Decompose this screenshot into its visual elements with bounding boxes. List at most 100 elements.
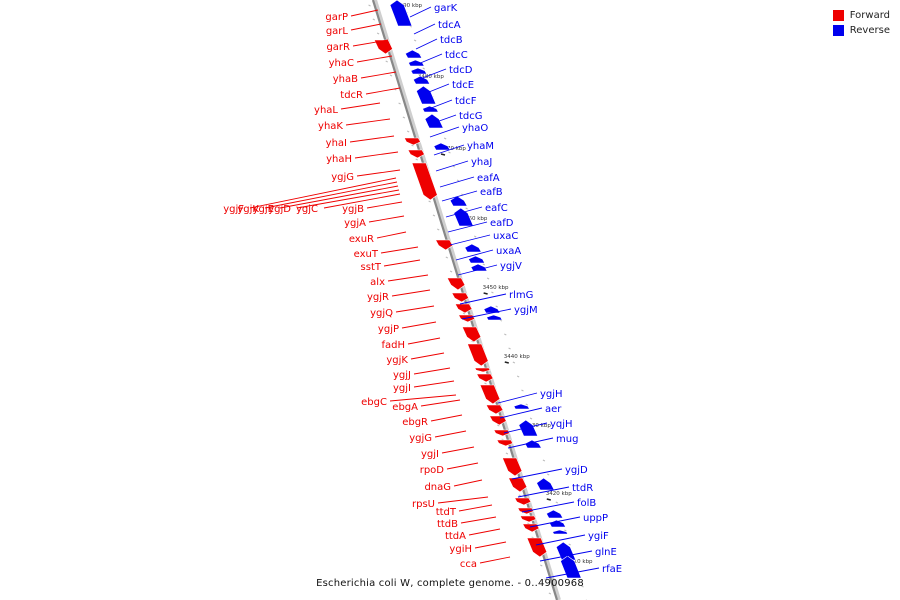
reverse-gene-connector (427, 114, 457, 126)
forward-gene-label: yhaL (314, 105, 338, 116)
minor-tick (564, 529, 567, 532)
reverse-gene-connector (517, 486, 570, 498)
forward-gene-block (451, 292, 470, 303)
minor-tick (443, 137, 447, 140)
forward-gene-label: garL (326, 26, 349, 37)
forward-gene-connector (458, 504, 493, 512)
forward-gene-block (508, 477, 528, 493)
forward-gene-label: ygjQ (370, 308, 393, 319)
minor-tick (368, 4, 371, 7)
minor-tick (456, 179, 460, 182)
reverse-gene-label: folB (577, 498, 596, 509)
forward-gene-connector (376, 231, 407, 239)
reverse-gene-connector (429, 126, 460, 138)
minor-tick (402, 116, 406, 119)
forward-gene-connector (383, 259, 421, 267)
ruler-label: 3450 kbp (483, 285, 509, 291)
minor-tick (474, 235, 477, 238)
forward-gene-connector (437, 496, 489, 504)
forward-gene-connector (350, 23, 382, 31)
reverse-gene-connector (455, 249, 494, 261)
reverse-gene-block (545, 509, 564, 519)
minor-tick (497, 424, 500, 427)
reverse-gene-connector (441, 190, 478, 202)
minor-tick (542, 459, 546, 462)
forward-gene-label: ttdT (436, 507, 457, 518)
reverse-gene-connector (511, 468, 563, 480)
reverse-gene-connector (497, 392, 538, 404)
forward-gene-block (526, 537, 548, 558)
reverse-gene-connector (445, 206, 483, 218)
forward-gene-label: tdcR (340, 90, 363, 101)
forward-gene-block (411, 162, 438, 201)
reverse-gene-connector (425, 99, 453, 111)
forward-gene-connector (479, 556, 511, 564)
reverse-gene-label: uxaA (496, 246, 521, 257)
forward-gene-label: ygjB (342, 204, 364, 215)
reverse-gene-block (453, 207, 474, 227)
reverse-gene-connector (535, 534, 586, 546)
reverse-gene-connector (507, 437, 554, 449)
minor-tick (518, 494, 522, 497)
reverse-gene-block (513, 403, 530, 410)
forward-gene-label: garP (325, 12, 348, 23)
minor-tick (462, 312, 466, 315)
forward-gene-label: ebgR (402, 417, 428, 428)
forward-gene-block (479, 384, 501, 405)
reverse-gene-block (468, 255, 486, 264)
reverse-gene-label: tdcD (449, 65, 473, 76)
forward-gene-connector (420, 399, 461, 407)
minor-tick (428, 200, 431, 203)
minor-tick (482, 263, 486, 266)
forward-gene-block (496, 439, 514, 447)
forward-gene-connector (296, 189, 400, 209)
forward-gene-block (454, 303, 473, 314)
ruler-tick (440, 153, 446, 156)
reverse-gene-block (549, 519, 567, 528)
forward-gene-label: ygjR (367, 292, 389, 303)
forward-gene-connector (434, 430, 467, 438)
reverse-gene-block (404, 49, 423, 59)
reverse-gene-connector (439, 176, 475, 188)
reverse-gene-label: eafB (480, 187, 503, 198)
reverse-gene-connector (417, 53, 443, 65)
reverse-gene-label: tdcG (459, 111, 483, 122)
reverse-gene-connector (521, 501, 575, 513)
forward-gene-label: fadH (381, 340, 405, 351)
forward-gene-connector (356, 169, 401, 177)
forward-gene-connector (441, 446, 475, 454)
forward-swatch-icon (832, 10, 844, 21)
reverse-gene-label: tdcF (455, 96, 477, 107)
forward-gene-label: ygjA (344, 218, 366, 229)
reverse-gene-label: ygiF (588, 531, 609, 542)
minor-tick (512, 361, 516, 364)
forward-gene-connector (446, 462, 479, 470)
reverse-gene-label: rlmG (509, 290, 533, 301)
forward-gene-label: ebgA (392, 402, 418, 413)
forward-gene-label: ygjE (253, 204, 274, 215)
minor-tick (516, 375, 520, 378)
reverse-gene-label: ygjV (500, 261, 522, 272)
minor-tick (445, 256, 449, 259)
minor-tick (465, 207, 468, 210)
ruler-label: 3430 kbp (525, 423, 551, 429)
legend-label-reverse: Reverse (849, 25, 890, 36)
minor-tick (372, 18, 376, 21)
reverse-gene-label: ygjD (565, 465, 588, 476)
forward-gene-block (519, 515, 537, 523)
reverse-gene-block (422, 105, 439, 113)
minor-tick (521, 389, 524, 392)
forward-gene-connector (354, 151, 399, 159)
forward-gene-connector (360, 71, 397, 79)
forward-gene-connector (249, 177, 397, 209)
minor-tick (385, 60, 388, 63)
forward-gene-label: yhaI (326, 138, 347, 149)
genome-caption: Escherichia coli W, complete genome. - 0… (316, 578, 584, 589)
forward-gene-connector (413, 367, 451, 375)
reverse-gene-connector (529, 516, 581, 528)
forward-gene-block (502, 457, 523, 477)
forward-gene-label: ygjP (378, 324, 399, 335)
forward-gene-block (514, 497, 532, 506)
reverse-gene-block (410, 67, 428, 75)
forward-gene-label: garR (326, 42, 350, 53)
